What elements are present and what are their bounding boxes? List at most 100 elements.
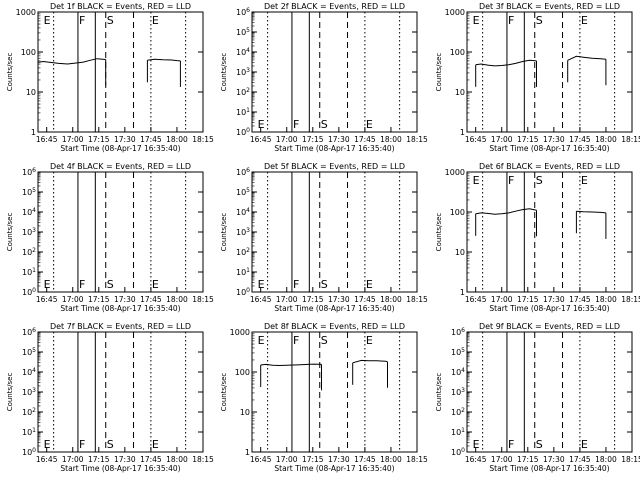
event-marker-label: S (107, 278, 114, 291)
events-series-line (260, 363, 322, 367)
panel-2: Det 2f BLACK = Events, RED = LLD 100 101 10… (220, 2, 428, 153)
panel-1: Det 1f BLACK = Events, RED = LLD 1 10 100 10… (6, 2, 214, 153)
y-tick-label: 101 (22, 427, 36, 437)
x-tick-label: 17:00 (62, 455, 84, 464)
y-tick-label: 100 (236, 127, 250, 137)
x-tick-label: 17:45 (140, 135, 162, 144)
y-tick-label: 101 (236, 267, 250, 277)
event-marker-label: E (366, 278, 373, 291)
x-tick-label: 18:00 (166, 455, 188, 464)
plot-frame (466, 171, 633, 293)
x-tick-label: 16:45 (36, 295, 58, 304)
x-tick-label: 17:45 (354, 455, 376, 464)
panel-6: Det 6f BLACK = Events, RED = LLD 1 10 100 10… (435, 162, 640, 313)
y-tick-label: 106 (236, 167, 250, 177)
x-tick-label: 18:15 (192, 295, 214, 304)
plot-frame (251, 331, 418, 453)
plot-frame (37, 331, 204, 453)
x-tick-label: 17:15 (88, 455, 110, 464)
y-tick-label: 104 (451, 367, 465, 377)
plot-frame (251, 171, 418, 293)
plot-frame (37, 171, 204, 293)
panel-title: Det 8f BLACK = Events, RED = LLD (264, 322, 405, 331)
y-tick-label: 105 (236, 187, 250, 197)
event-marker-label: E (581, 438, 588, 451)
plot-frame (466, 331, 633, 453)
y-tick-label: 1000 (230, 328, 250, 337)
event-marker-label: E (152, 278, 159, 291)
event-marker-label: E (152, 438, 159, 451)
y-tick-label: 1000 (16, 8, 36, 17)
x-tick-label: 18:00 (595, 455, 617, 464)
x-tick-label: 18:00 (380, 295, 402, 304)
event-marker-label: E (581, 174, 588, 187)
x-tick-label: 17:00 (491, 295, 513, 304)
events-series-line (475, 59, 537, 67)
y-tick-label: 1000 (445, 8, 465, 17)
x-tick-label: 17:15 (302, 455, 324, 464)
y-tick-label: 105 (22, 347, 36, 357)
x-tick-label: 18:00 (380, 455, 402, 464)
x-tick-label: 18:00 (595, 135, 617, 144)
y-axis-title: Counts/sec (220, 53, 228, 92)
y-tick-label: 100 (22, 287, 36, 297)
event-marker-label: E (473, 438, 480, 451)
events-series-line (352, 359, 388, 364)
y-tick-label: 103 (236, 227, 250, 237)
x-tick-label: 17:30 (543, 135, 565, 144)
x-tick-label: 18:15 (406, 455, 428, 464)
x-tick-label: 17:45 (354, 295, 376, 304)
event-marker-label: F (508, 174, 514, 187)
event-marker-label: E (258, 334, 265, 347)
y-tick-label: 103 (22, 227, 36, 237)
plot-frame (466, 11, 633, 133)
plot-frame (37, 11, 204, 133)
event-marker-label: S (107, 14, 114, 27)
y-axis-title: Counts/sec (220, 213, 228, 252)
x-tick-label: 17:30 (114, 135, 136, 144)
x-tick-label: 18:15 (621, 455, 640, 464)
x-tick-label: 17:00 (62, 135, 84, 144)
y-tick-label: 104 (236, 47, 250, 57)
panel-9: Det 9f BLACK = Events, RED = LLD 100 101 10… (435, 322, 640, 473)
x-axis-title: Start Time (08-Apr-17 16:35:40) (489, 464, 609, 473)
y-tick-label: 106 (451, 327, 465, 337)
events-series-line (576, 210, 606, 214)
event-marker-label: F (79, 438, 85, 451)
event-marker-label: F (293, 334, 299, 347)
events-series-line (567, 55, 606, 61)
x-axis-title: Start Time (08-Apr-17 16:35:40) (60, 304, 180, 313)
y-tick-label: 103 (236, 67, 250, 77)
event-marker-label: E (44, 14, 51, 27)
x-tick-label: 16:45 (465, 135, 487, 144)
x-tick-label: 17:45 (569, 135, 591, 144)
panel-7: Det 7f BLACK = Events, RED = LLD 100 101 10… (6, 322, 214, 473)
events-series-line (37, 58, 106, 65)
x-axis-title: Start Time (08-Apr-17 16:35:40) (489, 144, 609, 153)
y-tick-label: 102 (22, 247, 36, 257)
events-series-line (475, 208, 537, 215)
y-tick-label: 100 (236, 287, 250, 297)
x-axis-title: Start Time (08-Apr-17 16:35:40) (60, 144, 180, 153)
y-tick-label: 100 (21, 48, 36, 57)
x-tick-label: 17:15 (88, 135, 110, 144)
x-tick-label: 17:30 (328, 135, 350, 144)
y-tick-label: 102 (451, 407, 465, 417)
y-tick-label: 1000 (445, 168, 465, 177)
y-tick-label: 102 (236, 87, 250, 97)
event-marker-label: S (536, 14, 543, 27)
x-tick-label: 17:00 (62, 295, 84, 304)
y-tick-label: 10 (455, 248, 465, 257)
plot-frame (251, 11, 418, 133)
x-tick-label: 16:45 (36, 135, 58, 144)
panel-5: Det 5f BLACK = Events, RED = LLD 100 101 10… (220, 162, 428, 313)
x-tick-label: 17:00 (491, 135, 513, 144)
panel-4: Det 4f BLACK = Events, RED = LLD 100 101 10… (6, 162, 214, 313)
x-tick-label: 17:15 (88, 295, 110, 304)
event-marker-label: E (152, 14, 159, 27)
y-axis-title: Counts/sec (6, 53, 14, 92)
y-tick-label: 103 (22, 387, 36, 397)
y-tick-label: 105 (236, 27, 250, 37)
x-tick-label: 18:15 (621, 135, 640, 144)
y-tick-label: 102 (236, 247, 250, 257)
